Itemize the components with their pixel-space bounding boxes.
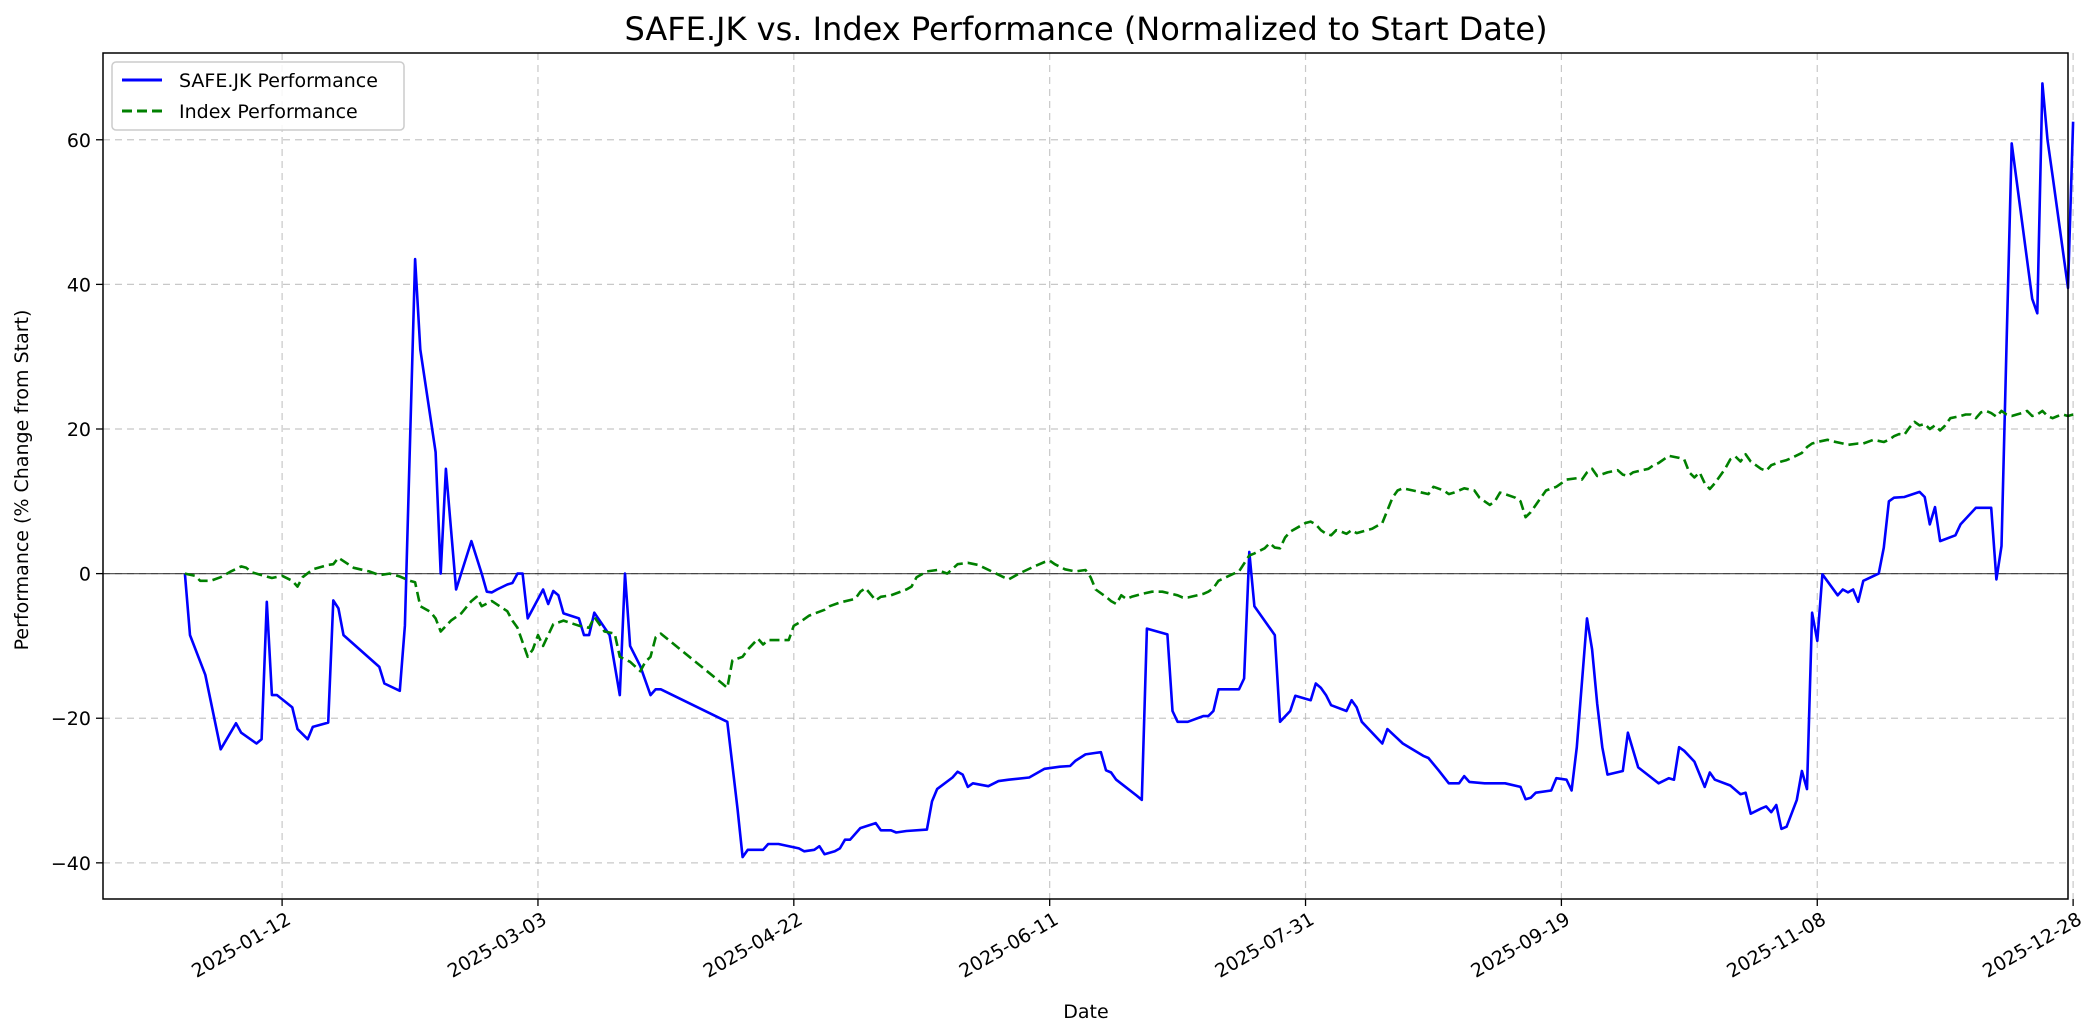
grid xyxy=(103,53,2074,899)
y-tick-label: 60 xyxy=(67,130,91,152)
y-tick-label: 0 xyxy=(79,564,91,586)
legend-label-index: Index Performance xyxy=(179,101,358,123)
axes xyxy=(102,52,2069,900)
x-axis-label: Date xyxy=(1063,1001,1108,1023)
y-tick-label: −20 xyxy=(51,708,91,730)
series-line-safe xyxy=(183,82,2075,859)
series xyxy=(183,82,2075,859)
legend-box xyxy=(111,61,405,131)
y-ticks: −40 −20 0 20 40 60 xyxy=(51,130,103,875)
y-tick-label: 40 xyxy=(67,274,91,296)
y-axis-label: Performance (% Change from Start) xyxy=(11,310,33,651)
legend-label-safe: SAFE.JK Performance xyxy=(179,70,378,92)
y-tick-label: −40 xyxy=(51,853,91,875)
series-line-index xyxy=(184,409,2074,690)
chart-title: SAFE.JK vs. Index Performance (Normalize… xyxy=(624,10,1547,48)
plot-frame xyxy=(102,52,2069,900)
y-tick-label: 20 xyxy=(67,419,91,441)
legend: SAFE.JK Performance Index Performance xyxy=(111,61,405,131)
